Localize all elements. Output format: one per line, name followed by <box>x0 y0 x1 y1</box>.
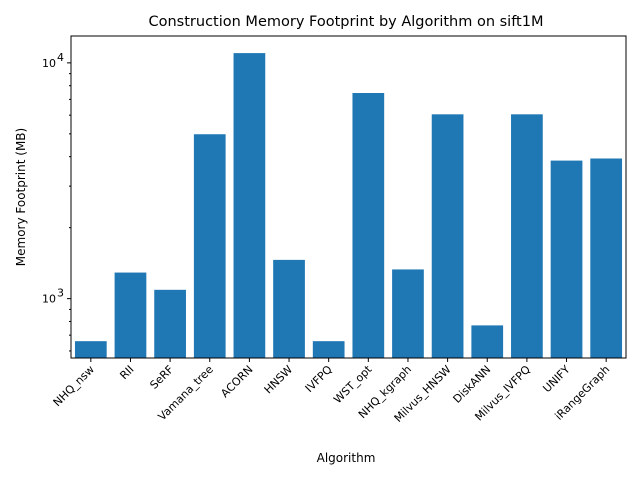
chart-title: Construction Memory Footprint by Algorit… <box>149 14 544 30</box>
bar-nhq-nsw <box>74 341 107 358</box>
bar-diskann <box>471 325 504 358</box>
bar-milvus-ivfpq <box>511 114 543 358</box>
bar-ivfpq <box>312 341 345 358</box>
bar-wst-opt <box>352 93 385 359</box>
x-tick-label: RII <box>117 363 136 382</box>
plot-frame <box>70 35 627 359</box>
bar-nhq-kgraph <box>392 269 424 358</box>
bars-group <box>74 53 623 359</box>
x-tick-label: IVFPQ <box>303 363 335 395</box>
y-tick-label: 10 <box>42 293 56 306</box>
x-tick-label: UNIFY <box>540 363 572 395</box>
x-axis-label: Algorithm <box>317 451 376 465</box>
bar-hnsw <box>273 259 305 358</box>
y-tick-exponent: 4 <box>57 51 64 64</box>
y-tick-exponent: 3 <box>57 287 64 300</box>
x-tick-label: ACORN <box>218 363 255 400</box>
x-tick-label: NHQ_nsw <box>51 363 97 409</box>
bar-rii <box>114 272 147 358</box>
bar-acorn <box>233 53 266 359</box>
y-axis-label: Memory Footprint (MB) <box>14 128 28 266</box>
bar-vamana-tree <box>193 134 226 358</box>
bar-milvus-hnsw <box>431 114 464 358</box>
x-tick-label: SeRF <box>147 363 176 392</box>
bar-irangegraph <box>590 158 623 358</box>
x-tick-label: HNSW <box>262 363 296 397</box>
y-tick-label: 10 <box>42 57 56 70</box>
bar-unify <box>550 160 583 358</box>
bar-serf <box>154 289 186 358</box>
